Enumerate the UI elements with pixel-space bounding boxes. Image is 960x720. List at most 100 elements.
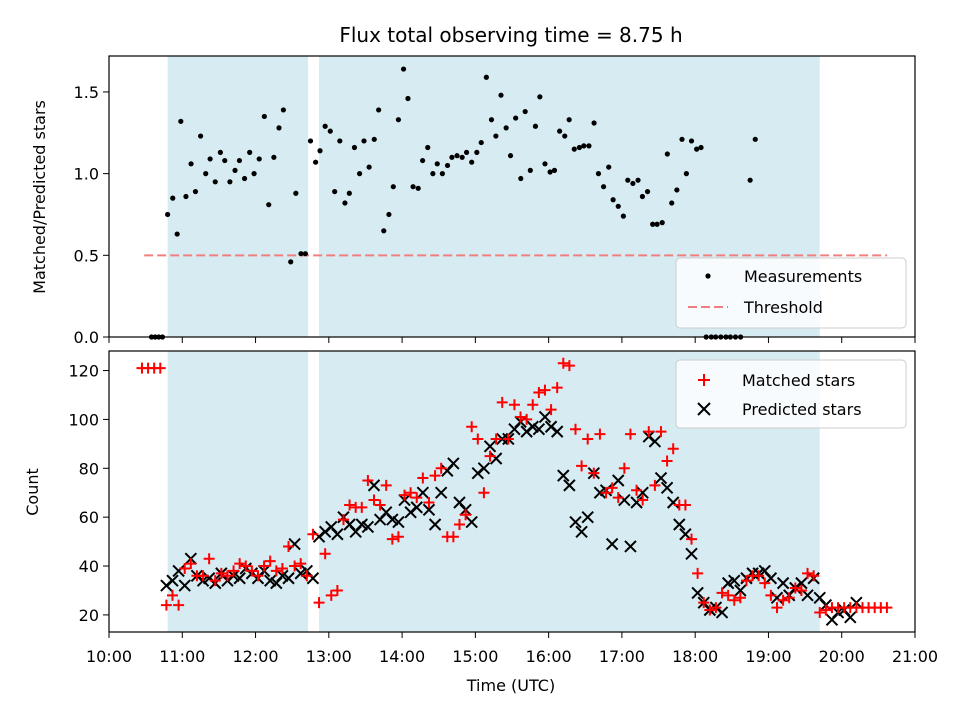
matched-star-point xyxy=(515,411,527,423)
measurement-point xyxy=(518,175,524,182)
measurement-point xyxy=(256,156,262,162)
matched-star-point xyxy=(484,450,496,462)
predicted-star-point xyxy=(447,457,460,470)
matched-star-point xyxy=(447,531,459,543)
measurement-point xyxy=(178,118,184,124)
bottom-legend-box xyxy=(675,359,907,429)
measurement-point xyxy=(381,228,387,234)
measurement-point xyxy=(463,149,470,155)
predicted-star-point xyxy=(624,540,637,553)
measurement-point xyxy=(679,136,685,142)
predicted-star-point xyxy=(483,440,497,453)
predicted-star-point xyxy=(434,486,448,499)
count-panel: 20 40 60 80 100 120 10:00 11:00 12:00 13:00 14:00 1… xyxy=(68,350,938,666)
predicted-star-point xyxy=(666,496,680,509)
predicted-star-point xyxy=(679,528,692,541)
measurement-point xyxy=(261,113,267,120)
matched-star-point xyxy=(362,475,374,487)
measurement-point xyxy=(217,149,223,155)
matched-star-point xyxy=(557,357,569,369)
matched-star-point xyxy=(325,589,337,601)
measurement-point xyxy=(459,154,465,160)
bottom-x-tick-label: 12:00 xyxy=(232,647,278,666)
matched-star-point xyxy=(533,387,545,399)
measurement-point xyxy=(420,157,426,164)
matched-star-point xyxy=(667,443,679,455)
predicted-star-point xyxy=(685,547,698,561)
measurement-point xyxy=(203,171,209,177)
legend-predicted-label: Predicted stars xyxy=(742,400,862,419)
bottom-x-tick-label: 10:00 xyxy=(86,647,132,666)
measurement-point xyxy=(288,259,294,265)
matched-star-point xyxy=(258,560,270,572)
measurement-point xyxy=(654,221,660,227)
legend-threshold-label: Threshold xyxy=(743,298,823,317)
top-y-axis-label: Matched/Predicted stars xyxy=(30,100,49,294)
predicted-star-point xyxy=(489,452,503,465)
measurement-point xyxy=(192,188,199,195)
top-legend: Measurements Threshold xyxy=(675,257,907,329)
measurement-point xyxy=(197,133,204,139)
measurement-point xyxy=(620,213,626,219)
predicted-star-point xyxy=(844,611,857,624)
predicted-star-point xyxy=(770,591,784,604)
matched-star-point xyxy=(789,582,801,594)
predicted-star-point xyxy=(618,493,631,507)
predicted-star-point xyxy=(306,572,320,585)
matched-star-point xyxy=(203,553,215,565)
measurement-point xyxy=(356,171,363,177)
predicted-star-point xyxy=(428,518,442,531)
legend-predicted-marker xyxy=(697,402,711,416)
measurement-point xyxy=(752,136,758,142)
measurement-point xyxy=(227,179,233,185)
matched-star-point xyxy=(380,479,392,491)
bottom-x-tick-label: 21:00 xyxy=(892,647,938,666)
matched-star-point xyxy=(386,533,398,545)
legend-matched-marker xyxy=(698,374,710,386)
matched-star-point xyxy=(527,399,539,411)
matched-star-point xyxy=(264,555,276,567)
matched-star-point xyxy=(472,433,484,445)
matched-star-point xyxy=(307,528,319,540)
matched-star-point xyxy=(221,570,233,582)
matched-star-point xyxy=(771,602,783,614)
measurement-point xyxy=(332,188,338,195)
measurement-point xyxy=(522,108,528,115)
legend-matched-label: Matched stars xyxy=(742,371,855,390)
measurement-point xyxy=(165,211,171,218)
predicted-star-point xyxy=(630,496,643,509)
matched-star-point xyxy=(368,494,380,506)
bottom-y-tick-label: 100 xyxy=(68,410,99,429)
matched-star-point xyxy=(228,565,240,577)
predicted-star-point xyxy=(282,572,295,585)
bottom-x-tick-label: 15:00 xyxy=(452,647,498,666)
measurement-point xyxy=(183,193,189,200)
matched-star-point xyxy=(710,602,722,614)
matched-star-point xyxy=(508,399,520,411)
measurement-point xyxy=(571,146,577,152)
matched-star-point xyxy=(606,482,618,494)
matched-star-point xyxy=(686,533,698,545)
legend-measurements-label: Measurements xyxy=(744,267,862,286)
matched-star-point xyxy=(716,587,728,599)
measurement-point xyxy=(280,107,286,113)
predicted-star-point xyxy=(673,518,686,531)
measurement-point xyxy=(439,171,445,177)
predicted-star-point xyxy=(715,606,729,619)
matched-star-point xyxy=(808,570,820,582)
measurement-point xyxy=(488,117,495,123)
matched-star-point xyxy=(344,499,356,511)
bottom-legend: Matched stars Predicted stars xyxy=(675,359,907,429)
matched-star-point xyxy=(289,560,301,572)
measurement-point xyxy=(271,154,277,160)
predicted-star-point xyxy=(648,435,662,448)
measurement-point xyxy=(276,125,282,131)
measurement-point xyxy=(625,177,631,183)
bottom-x-tick-label: 17:00 xyxy=(599,647,645,666)
measurement-point xyxy=(595,171,602,177)
measurement-point xyxy=(351,144,358,151)
matched-star-point xyxy=(215,567,227,579)
matched-star-point xyxy=(466,421,478,433)
matched-star-point xyxy=(276,562,288,574)
